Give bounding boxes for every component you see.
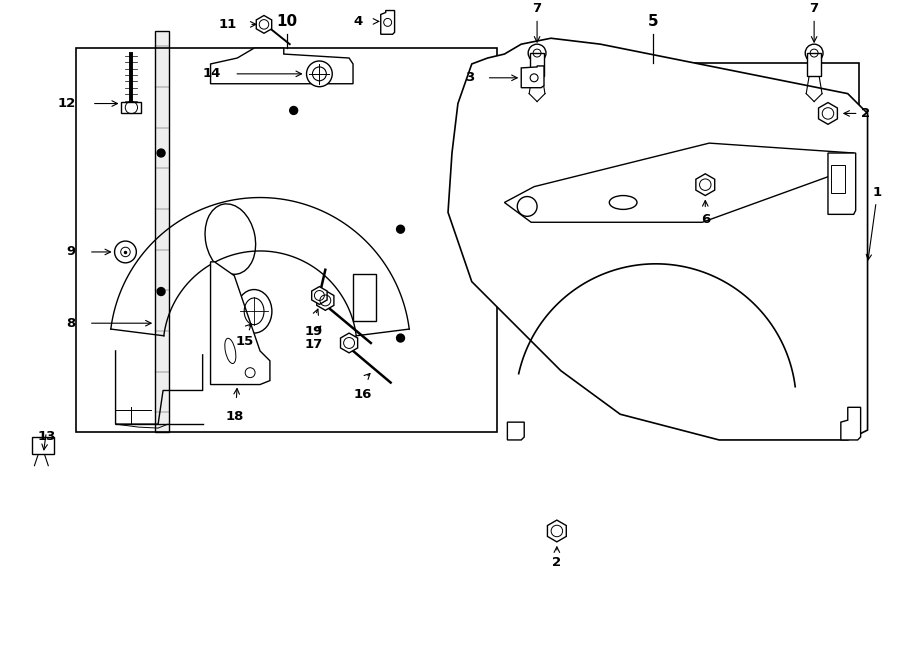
Circle shape — [528, 44, 546, 62]
Polygon shape — [521, 66, 544, 88]
Text: 2: 2 — [553, 556, 562, 569]
Ellipse shape — [237, 290, 272, 333]
Text: 7: 7 — [810, 2, 819, 15]
Polygon shape — [508, 422, 524, 440]
Text: 5: 5 — [647, 14, 658, 29]
Bar — [353, 274, 376, 321]
Text: 14: 14 — [202, 67, 220, 81]
Polygon shape — [841, 407, 860, 440]
Ellipse shape — [609, 196, 637, 210]
Text: 1: 1 — [866, 186, 882, 260]
Text: 8: 8 — [67, 317, 76, 330]
Circle shape — [397, 334, 404, 342]
Text: 7: 7 — [533, 2, 542, 15]
Text: 15: 15 — [235, 335, 253, 348]
Text: 12: 12 — [58, 97, 76, 110]
Text: 10: 10 — [276, 14, 297, 29]
Text: 16: 16 — [354, 387, 372, 401]
Circle shape — [806, 44, 823, 62]
Polygon shape — [504, 143, 854, 222]
Bar — [831, 165, 845, 192]
Circle shape — [397, 225, 404, 233]
Bar — [76, 48, 497, 432]
Bar — [32, 437, 54, 454]
Text: 17: 17 — [304, 338, 322, 351]
Polygon shape — [828, 153, 856, 214]
Polygon shape — [448, 38, 868, 440]
Bar — [530, 53, 544, 76]
Polygon shape — [211, 262, 270, 385]
Bar — [122, 102, 141, 114]
Circle shape — [158, 288, 165, 295]
Text: 6: 6 — [701, 213, 710, 226]
Bar — [155, 31, 169, 432]
Text: 2: 2 — [860, 107, 869, 120]
Text: 3: 3 — [465, 71, 474, 85]
Text: 11: 11 — [219, 18, 238, 31]
Bar — [488, 63, 859, 246]
Polygon shape — [381, 11, 394, 34]
Bar — [807, 53, 821, 76]
Circle shape — [290, 106, 298, 114]
Circle shape — [307, 61, 332, 87]
Text: 18: 18 — [225, 410, 244, 423]
Text: 9: 9 — [67, 245, 76, 258]
Circle shape — [158, 149, 165, 157]
Circle shape — [114, 241, 136, 263]
Text: 13: 13 — [37, 430, 56, 443]
Text: 19: 19 — [304, 325, 322, 338]
Text: 4: 4 — [354, 15, 363, 28]
Polygon shape — [211, 48, 353, 84]
